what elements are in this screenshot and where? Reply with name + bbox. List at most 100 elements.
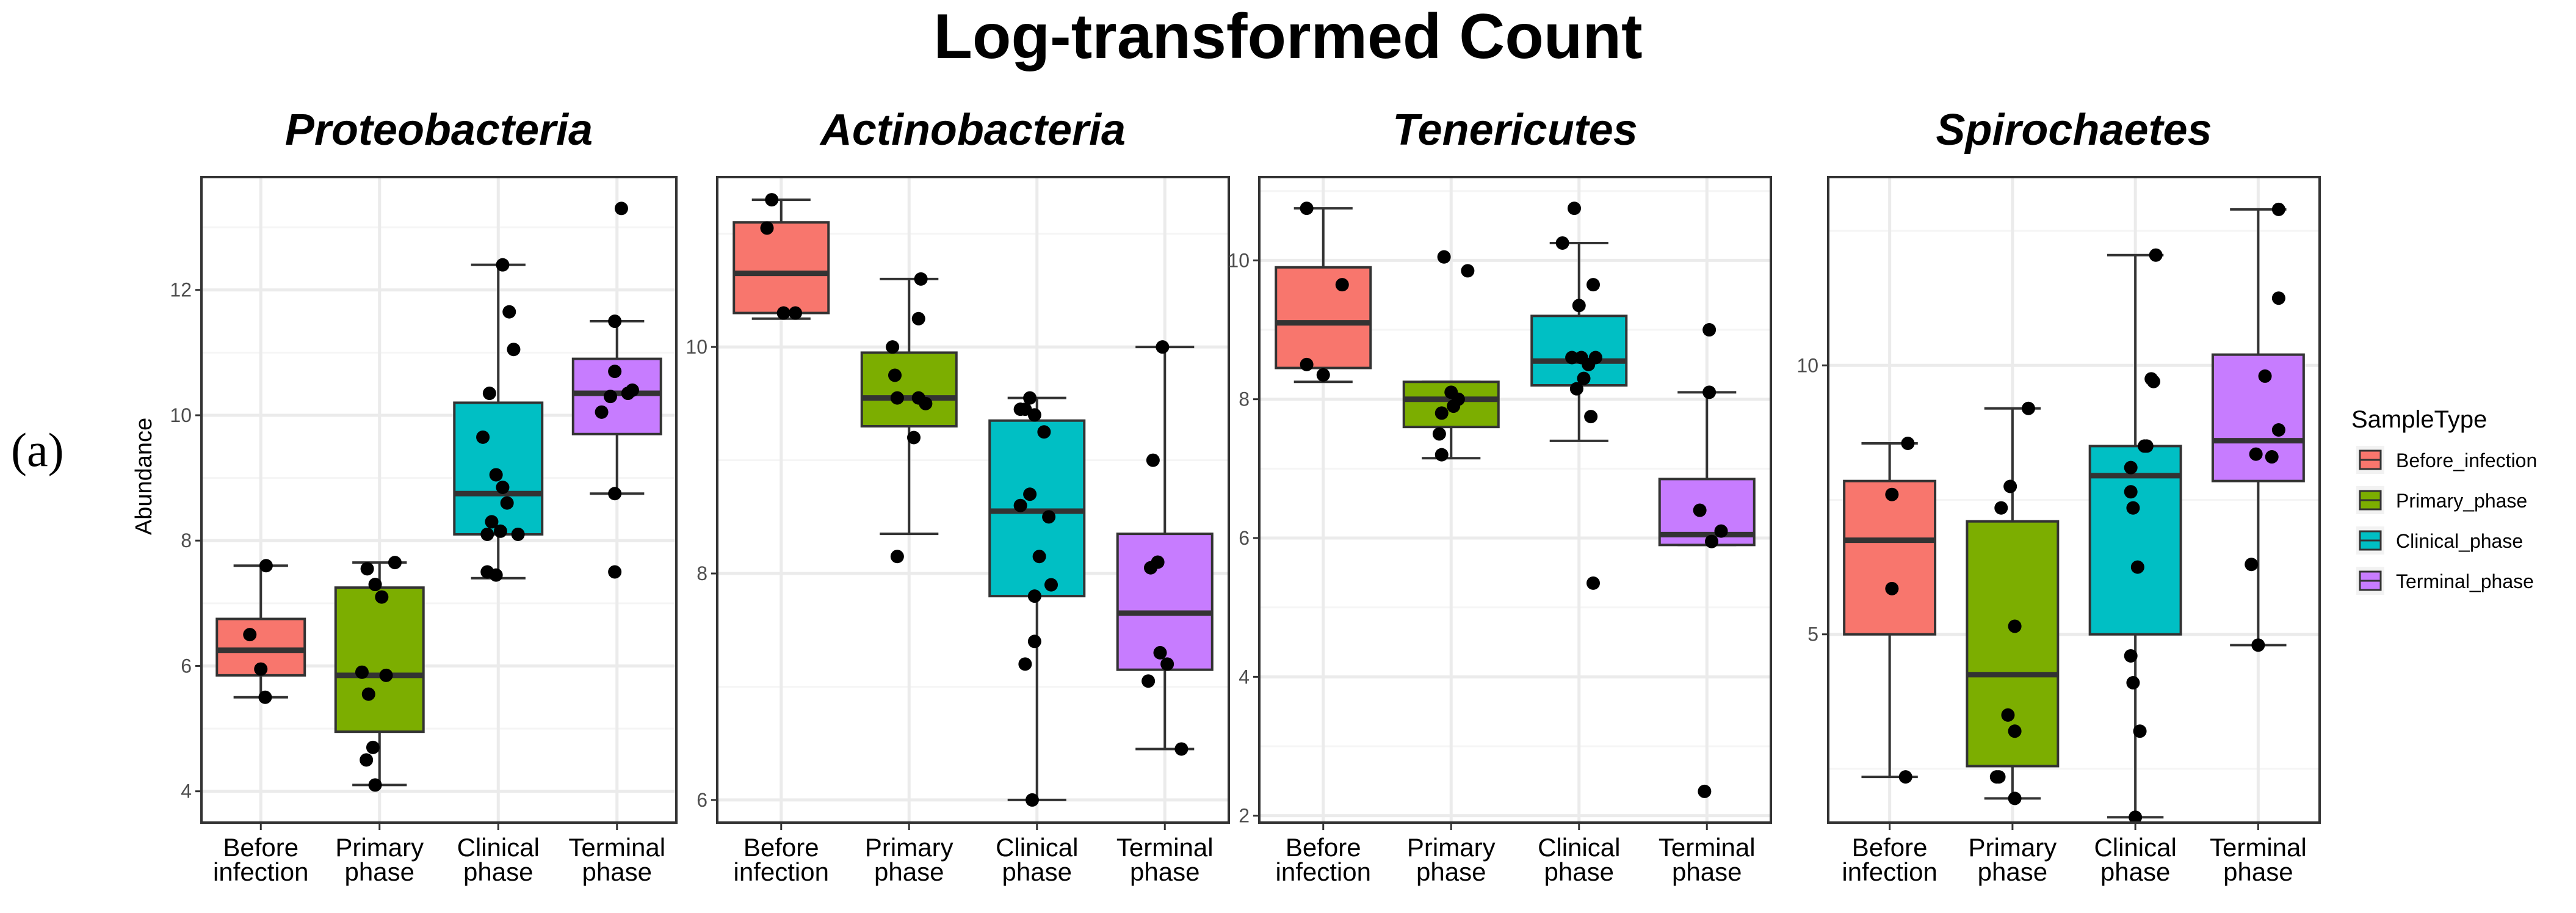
y-tick-label: 4 xyxy=(181,780,192,802)
data-point xyxy=(1141,674,1156,688)
y-tick-label: 8 xyxy=(1239,388,1250,410)
panel-border xyxy=(200,176,678,824)
data-point xyxy=(1018,657,1032,671)
data-point xyxy=(368,778,382,792)
y-tick-label: 10 xyxy=(686,336,707,358)
x-tick-label-line: Terminal xyxy=(1116,833,1214,862)
data-point xyxy=(500,496,514,510)
panel-border xyxy=(1258,176,1772,824)
box-iqr xyxy=(733,221,830,315)
data-point xyxy=(1042,510,1056,524)
box-iqr xyxy=(1275,266,1372,369)
data-point xyxy=(890,550,904,564)
x-tick-label-line: Clinical xyxy=(1538,833,1620,862)
data-point xyxy=(1013,498,1027,512)
data-point xyxy=(502,305,516,319)
data-point xyxy=(476,430,490,444)
data-point xyxy=(2008,791,2022,806)
data-point xyxy=(2130,560,2144,574)
data-point xyxy=(890,391,904,405)
data-point xyxy=(2129,810,2143,824)
x-tick-label: Before infection xyxy=(213,833,308,886)
data-point xyxy=(1156,340,1170,354)
box-before-infection xyxy=(215,559,306,704)
data-point xyxy=(1901,437,1915,451)
x-tick-label-line: phase xyxy=(1544,857,1614,886)
data-point xyxy=(789,306,803,320)
data-point xyxy=(907,431,921,445)
data-point xyxy=(1588,351,1602,365)
data-point xyxy=(1037,425,1051,439)
x-tick-label: Clinical phase xyxy=(2094,833,2176,886)
data-point xyxy=(1032,550,1046,564)
x-tick-label: Primary phase xyxy=(865,833,953,886)
data-point xyxy=(1565,351,1579,365)
legend-item-clinical-phase: Clinical_phase xyxy=(2356,526,2523,555)
data-point xyxy=(2124,485,2138,499)
data-point xyxy=(243,628,257,642)
data-point xyxy=(361,687,375,701)
data-point xyxy=(911,311,925,326)
x-tick-label-line: Primary xyxy=(1407,833,1496,862)
x-tick-label-line: phase xyxy=(874,857,944,886)
data-point xyxy=(1437,250,1451,264)
data-point xyxy=(480,527,494,541)
data-point xyxy=(368,578,382,592)
data-point xyxy=(2138,439,2152,453)
x-tick-label: Terminal phase xyxy=(568,833,665,886)
data-point xyxy=(886,340,900,354)
y-tick-label: 4 xyxy=(1239,666,1250,688)
panel-title: Actinobacteria xyxy=(819,106,1126,155)
data-point xyxy=(1027,408,1041,422)
data-point xyxy=(1143,561,1157,575)
data-point xyxy=(614,202,628,216)
data-point xyxy=(1300,202,1314,216)
data-point xyxy=(1702,323,1717,337)
legend-label: Clinical_phase xyxy=(2396,530,2523,552)
x-tick-label-line: phase xyxy=(2100,857,2170,886)
data-point xyxy=(485,515,499,529)
y-tick-label: 6 xyxy=(696,789,707,811)
data-point xyxy=(2271,291,2285,305)
data-point xyxy=(489,468,503,482)
x-tick-label-line: Clinical xyxy=(457,833,540,862)
box-clinical-phase xyxy=(453,258,544,582)
data-point xyxy=(888,368,902,382)
y-tick-label: 6 xyxy=(1239,527,1250,549)
data-point xyxy=(1461,264,1475,278)
box-iqr xyxy=(334,586,425,733)
y-tick-label: 10 xyxy=(1796,354,1818,376)
data-point xyxy=(1705,534,1719,548)
data-point xyxy=(1435,406,1449,420)
x-tick-label-line: Primary xyxy=(1969,833,2057,862)
x-tick-label-line: infection xyxy=(1276,857,1371,886)
data-point xyxy=(608,487,622,501)
data-point xyxy=(1567,202,1581,216)
x-tick-label: Primary phase xyxy=(335,833,424,886)
data-point xyxy=(1153,646,1167,660)
x-tick-label-line: phase xyxy=(1416,857,1486,886)
data-point xyxy=(259,559,273,573)
data-point xyxy=(1885,581,1899,595)
x-tick-label-line: Before xyxy=(223,833,298,862)
data-point xyxy=(919,396,933,410)
data-point xyxy=(1025,793,1039,807)
box-before-infection xyxy=(1275,202,1372,384)
data-point xyxy=(1584,410,1598,424)
data-point xyxy=(2008,619,2022,633)
x-tick-label: Clinical phase xyxy=(1538,833,1620,886)
box-terminal-phase xyxy=(2211,202,2305,652)
box-clinical-phase xyxy=(988,391,1086,807)
box-iqr xyxy=(860,351,958,427)
data-point xyxy=(2271,423,2285,437)
data-point xyxy=(1555,236,1569,250)
data-point xyxy=(493,524,507,538)
x-tick-label-line: Terminal xyxy=(1659,833,1756,862)
data-point xyxy=(2249,447,2263,461)
x-tick-label-line: Before xyxy=(743,833,819,862)
x-tick-label-line: infection xyxy=(213,857,308,886)
y-tick-label: 10 xyxy=(170,404,192,426)
data-point xyxy=(2133,724,2147,738)
data-point xyxy=(254,662,268,676)
